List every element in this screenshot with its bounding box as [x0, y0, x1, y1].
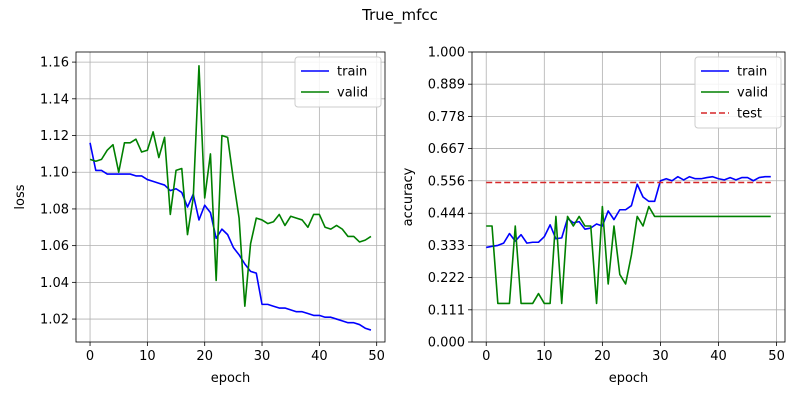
accuracy-x-axis-label: epoch	[609, 371, 649, 386]
loss-y-tick-label: 1.12	[40, 129, 69, 144]
loss-x-tick-label: 50	[368, 349, 385, 364]
loss-x-tick-label: 10	[139, 349, 156, 364]
accuracy-plot-frame	[471, 51, 786, 343]
accuracy-x-tick-label: 10	[536, 349, 553, 364]
accuracy-series-train	[486, 175, 771, 249]
loss-legend-box	[294, 56, 382, 108]
loss-legend-label-train: train	[337, 65, 367, 80]
loss-y-tick-label: 1.06	[40, 239, 69, 254]
accuracy-y-tick-label: 0.333	[428, 239, 465, 254]
accuracy-y-tick-label: 0.111	[428, 303, 465, 318]
accuracy-y-tick-label: 1.000	[428, 46, 465, 61]
figure-title: True_mfcc	[361, 6, 438, 25]
loss-chart: 0 10 20 30 40 50 1.02 1.04 1.06 1.08 1.10 1.12 1.14 1…	[13, 51, 386, 386]
loss-x-tick-label: 0	[86, 349, 94, 364]
accuracy-x-tick-label: 30	[652, 349, 669, 364]
accuracy-legend-box	[694, 56, 782, 129]
accuracy-y-tick-label: 0.000	[428, 336, 465, 351]
loss-plot-frame	[75, 51, 386, 343]
accuracy-chart: 0 10 20 30 40 50 0.000 0.111 0.222 0.333 0.444 0.55…	[401, 46, 786, 386]
loss-legend: train valid	[294, 56, 382, 108]
loss-x-tick-label: 20	[196, 349, 213, 364]
loss-x-tick-label: 30	[254, 349, 271, 364]
accuracy-x-tick-label: 50	[768, 349, 785, 364]
accuracy-y-axis-label: accuracy	[401, 167, 416, 226]
accuracy-y-tick-label: 0.778	[428, 110, 465, 125]
loss-y-tick-label: 1.16	[40, 56, 69, 71]
loss-y-tick-label: 1.04	[40, 276, 69, 291]
accuracy-legend-label-test: test	[737, 107, 762, 122]
loss-series-valid	[89, 64, 372, 308]
accuracy-y-tick-label: 0.889	[428, 78, 465, 93]
accuracy-series-valid	[486, 205, 771, 305]
loss-x-tick-label: 40	[311, 349, 328, 364]
loss-y-tick-label: 1.10	[40, 166, 69, 181]
loss-series-train	[89, 142, 372, 331]
loss-y-tick-label: 1.08	[40, 202, 69, 217]
loss-y-tick-label: 1.14	[40, 92, 69, 107]
loss-y-axis-label: loss	[13, 184, 28, 209]
accuracy-legend: train valid test	[694, 56, 782, 129]
accuracy-legend-label-train: train	[737, 65, 767, 80]
accuracy-y-tick-label: 0.222	[428, 271, 465, 286]
loss-y-tick-label: 1.02	[40, 313, 69, 328]
accuracy-y-tick-label: 0.444	[428, 207, 465, 222]
accuracy-x-tick-label: 20	[594, 349, 611, 364]
loss-legend-label-valid: valid	[337, 86, 368, 101]
accuracy-y-tick-label: 0.667	[428, 142, 465, 157]
loss-x-axis-label: epoch	[211, 371, 251, 386]
accuracy-x-tick-label: 40	[710, 349, 727, 364]
accuracy-x-tick-label: 0	[482, 349, 490, 364]
accuracy-legend-label-valid: valid	[737, 86, 768, 101]
accuracy-y-tick-label: 0.556	[428, 174, 465, 189]
